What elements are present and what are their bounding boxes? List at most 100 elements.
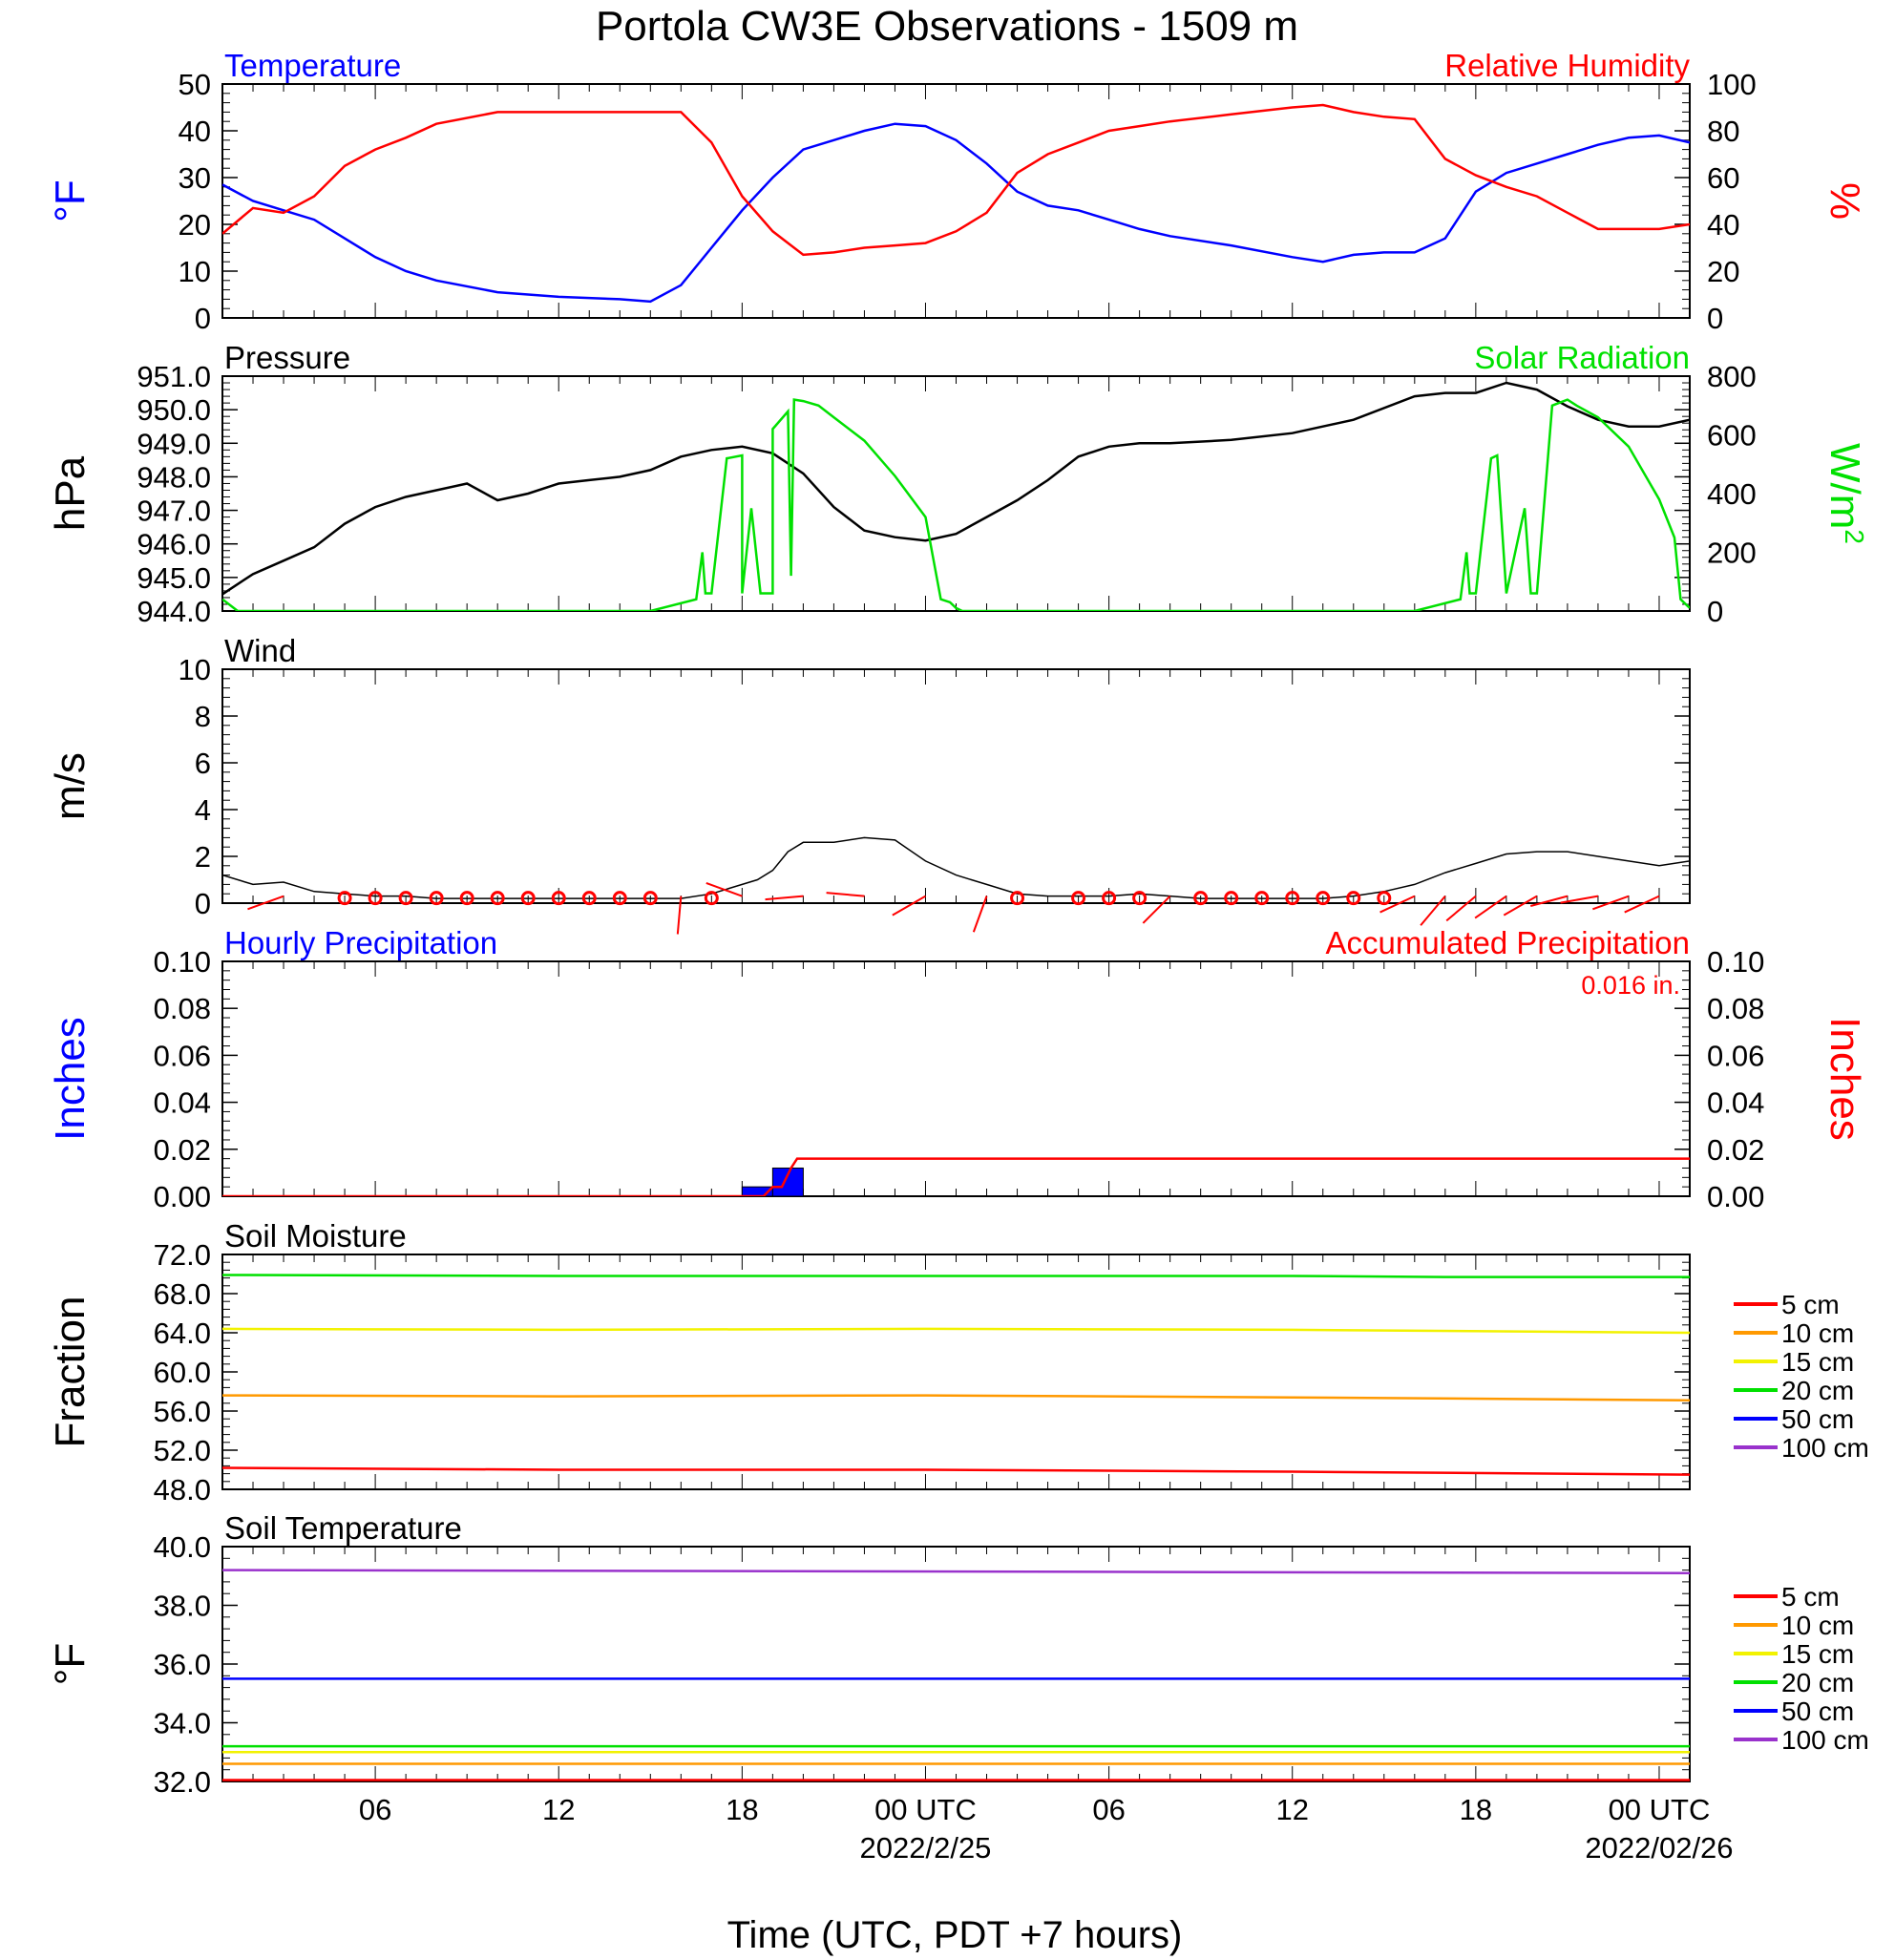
panel-title-left: Temperature	[224, 48, 401, 83]
x-tick-label: 12	[542, 1793, 575, 1826]
y-tick-label-left: 945.0	[137, 561, 211, 595]
y-tick-label-right: 60	[1707, 161, 1739, 195]
wind-barb-calm	[1071, 891, 1086, 906]
series-line-pressure	[222, 381, 1690, 596]
y-tick-label-left: 2	[195, 840, 211, 874]
y-tick-label-left: 38.0	[154, 1590, 211, 1623]
y-tick-label-right: 0.08	[1707, 992, 1764, 1025]
y-axis-unit-left: m/s	[47, 752, 94, 820]
x-tick-label: 06	[359, 1793, 391, 1826]
wind-barb-calm	[490, 891, 505, 906]
legend-label: 50 cm	[1781, 1404, 1854, 1434]
wind-barb-calm	[551, 891, 566, 906]
y-axis-unit-left: Inches	[47, 1017, 94, 1141]
y-tick-label-left: 951.0	[137, 360, 211, 393]
wind-barb-calm	[429, 891, 444, 906]
legend-label: 100 cm	[1781, 1725, 1869, 1755]
y-tick-label-left: 949.0	[137, 427, 211, 460]
wind-barb-calm	[1224, 891, 1239, 906]
panel-wind: 0 2 4 6 8 10 Wind m/s	[47, 633, 1691, 935]
y-tick-label-left: 20	[179, 208, 211, 242]
wind-barb-calm	[704, 891, 719, 906]
wind-barb-calm	[520, 891, 536, 906]
y-tick-label-left: 0.06	[154, 1039, 211, 1072]
wind-barb	[1624, 895, 1660, 914]
plot-frame	[221, 375, 1691, 612]
y-tick-label-right: 600	[1707, 419, 1757, 453]
y-tick-label-left: 48.0	[154, 1473, 211, 1507]
legend-label: 20 cm	[1781, 1668, 1854, 1697]
wind-barb	[826, 892, 865, 897]
wind-barb-calm	[1346, 891, 1361, 906]
wind-barb-calm	[1193, 891, 1209, 906]
y-tick-label-left: 0.08	[154, 992, 211, 1025]
y-axis-unit-left: °F	[47, 1643, 94, 1685]
wind-barb	[892, 895, 926, 917]
panel-title-left: Soil Temperature	[224, 1510, 462, 1546]
y-tick-label-left: 56.0	[154, 1395, 211, 1428]
wind-barb-calm	[1285, 891, 1300, 906]
wind-barb	[1420, 896, 1446, 926]
panel-title-right: Accumulated Precipitation	[1325, 925, 1690, 960]
y-tick-label-right: 0.00	[1707, 1180, 1764, 1213]
y-tick-label-left: 0.02	[154, 1133, 211, 1167]
y-tick-label-right: 40	[1707, 208, 1739, 242]
x-tick-label: 00 UTC	[1609, 1793, 1711, 1826]
panel-title-left: Wind	[224, 633, 296, 668]
wind-barb	[765, 895, 804, 901]
chart-title: Portola CW3E Observations - 1509 m	[596, 3, 1298, 50]
panel-precip: 0.00 0.02 0.04 0.06 0.08 0.10 0.00 0.02 0.04 0.06…	[47, 925, 1868, 1213]
y-tick-label-left: 10	[179, 653, 211, 686]
y-axis-unit-right: Inches	[1821, 1017, 1868, 1141]
y-tick-label-left: 0	[195, 887, 211, 920]
panel-title-right: Solar Radiation	[1474, 340, 1690, 375]
y-tick-label-right: 0.04	[1707, 1086, 1764, 1120]
legend-label: 5 cm	[1781, 1582, 1840, 1612]
series-line-relative-humidity	[222, 103, 1690, 257]
panel-title-left: Pressure	[224, 340, 350, 375]
y-tick-label-right: 0.10	[1707, 945, 1764, 979]
x-tick-label: 18	[726, 1793, 758, 1826]
series-line-15-cm	[222, 1327, 1690, 1335]
legend-label: 10 cm	[1781, 1611, 1854, 1640]
y-tick-label-right: 80	[1707, 115, 1739, 148]
y-tick-label-left: 0.10	[154, 945, 211, 979]
legend-label: 100 cm	[1781, 1433, 1869, 1463]
series-line-solar-radiation	[222, 398, 1690, 611]
wind-barb-calm	[1316, 891, 1331, 906]
wind-barb-calm	[1377, 891, 1392, 906]
wind-barb	[705, 882, 743, 897]
y-tick-label-left: 8	[195, 700, 211, 733]
wind-barb	[676, 896, 683, 935]
wind-barb	[1503, 895, 1538, 917]
panel-title-left: Hourly Precipitation	[224, 925, 497, 960]
panel-soil_moisture: 48.0 52.0 56.0 60.0 64.0 68.0 72.0 Soil Moistur…	[47, 1218, 1869, 1507]
y-tick-label-left: 30	[179, 161, 211, 195]
y-tick-label-left: 6	[195, 747, 211, 780]
y-tick-label-left: 40.0	[154, 1530, 211, 1564]
y-tick-label-left: 68.0	[154, 1277, 211, 1311]
y-axis-unit-left: Fraction	[47, 1296, 94, 1448]
x-tick-label: 12	[1275, 1793, 1308, 1826]
panel-title-left: Soil Moisture	[224, 1218, 407, 1254]
wind-barb	[1592, 895, 1630, 911]
legend-label: 20 cm	[1781, 1376, 1854, 1405]
series-line-20-cm	[222, 1274, 1690, 1278]
y-tick-label-left: 52.0	[154, 1434, 211, 1467]
y-tick-label-left: 34.0	[154, 1707, 211, 1740]
y-axis-unit-left: °F	[47, 179, 94, 221]
unit-superscript: 2	[1841, 529, 1870, 544]
x-tick-label: 00 UTC	[874, 1793, 977, 1826]
wind-barb-calm	[459, 891, 474, 906]
wind-barb-calm	[612, 891, 627, 906]
y-tick-label-right: 0.02	[1707, 1133, 1764, 1167]
wind-barb-calm	[642, 891, 658, 906]
y-tick-label-left: 10	[179, 255, 211, 288]
y-tick-label-right: 0.06	[1707, 1039, 1764, 1072]
y-tick-label-left: 944.0	[137, 595, 211, 628]
series-line-100-cm	[222, 1569, 1690, 1574]
series-line-wind	[222, 836, 1690, 899]
wind-barb	[1142, 895, 1171, 924]
